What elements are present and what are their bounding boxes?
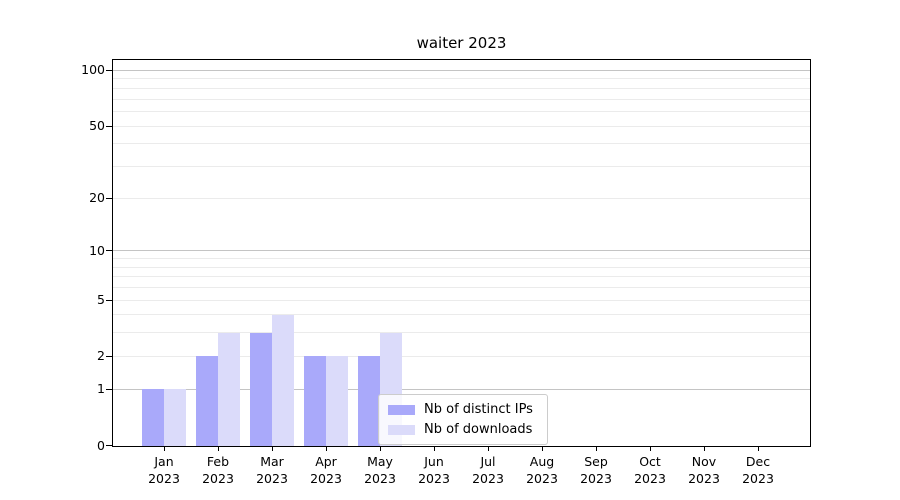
gridline-y-40 — [113, 143, 810, 145]
gridline-y-30 — [113, 166, 810, 168]
gridline-y-80 — [113, 87, 810, 89]
x-tick-jan — [163, 447, 165, 451]
x-tick-label-oct: Oct 2023 — [634, 454, 666, 486]
legend-label-downloads: Nb of downloads — [424, 422, 533, 437]
x-tick-jun — [433, 447, 435, 451]
bar-downloads-jan — [164, 389, 186, 446]
y-tick-label-100: 100 — [81, 62, 105, 78]
x-tick-label-apr: Apr 2023 — [310, 454, 342, 486]
y-tick-0 — [106, 445, 113, 447]
y-tick-10 — [106, 250, 113, 252]
x-tick-label-nov: Nov 2023 — [688, 454, 720, 486]
x-tick-label-may: May 2023 — [364, 454, 396, 486]
gridline-y-2 — [113, 355, 810, 357]
x-tick-label-jan: Jan 2023 — [148, 454, 180, 486]
x-tick-label-feb: Feb 2023 — [202, 454, 234, 486]
x-tick-label-mar: Mar 2023 — [256, 454, 288, 486]
y-tick-1 — [106, 388, 113, 390]
x-tick-label-jun: Jun 2023 — [418, 454, 450, 486]
y-tick-2 — [106, 355, 113, 357]
gridline-y-100 — [113, 69, 810, 71]
y-tick-label-2: 2 — [97, 348, 105, 364]
gridline-y-5 — [113, 299, 810, 301]
y-tick-100 — [106, 69, 113, 71]
gridline-y-1 — [113, 388, 810, 390]
gridline-y-50 — [113, 125, 810, 127]
y-tick-20 — [106, 197, 113, 199]
legend-label-distinct-ips: Nb of distinct IPs — [424, 402, 533, 417]
legend-swatch-downloads — [388, 424, 415, 435]
gridline-y-7 — [113, 276, 810, 278]
gridline-y-9 — [113, 257, 810, 259]
legend: Nb of distinct IPs Nb of downloads — [378, 394, 548, 445]
x-tick-oct — [649, 447, 651, 451]
bar-downloads-feb — [218, 332, 240, 446]
y-tick-label-5: 5 — [97, 292, 105, 308]
y-tick-label-1: 1 — [97, 381, 105, 397]
bar-distinct-ips-may — [358, 356, 380, 446]
gridline-y-20 — [113, 197, 810, 199]
gridline-y-70 — [113, 98, 810, 100]
gridline-y-60 — [113, 110, 810, 112]
gridline-y-8 — [113, 266, 810, 268]
y-tick-label-50: 50 — [89, 118, 105, 134]
gridline-y-6 — [113, 286, 810, 288]
bar-distinct-ips-apr — [304, 356, 326, 446]
x-tick-mar — [271, 447, 273, 451]
gridline-y-3 — [113, 332, 810, 334]
x-tick-label-aug: Aug 2023 — [526, 454, 558, 486]
y-tick-label-0: 0 — [97, 437, 105, 453]
x-tick-aug — [541, 447, 543, 451]
x-tick-dec — [757, 447, 759, 451]
x-tick-label-dec: Dec 2023 — [742, 454, 774, 486]
plot-area: Nb of distinct IPs Nb of downloads — [112, 59, 811, 447]
x-tick-feb — [217, 447, 219, 451]
legend-entry-downloads: Nb of downloads — [388, 421, 533, 438]
bar-downloads-mar — [272, 314, 294, 446]
chart-title: waiter 2023 — [416, 34, 507, 52]
bar-downloads-apr — [326, 356, 348, 446]
y-tick-label-10: 10 — [89, 242, 105, 258]
x-tick-label-jul: Jul 2023 — [472, 454, 504, 486]
x-tick-sep — [595, 447, 597, 451]
bar-distinct-ips-jan — [142, 389, 164, 446]
gridline-y-10 — [113, 250, 810, 252]
legend-swatch-distinct-ips — [388, 404, 415, 415]
y-tick-label-20: 20 — [89, 190, 105, 206]
gridline-y-4 — [113, 314, 810, 316]
legend-entry-distinct-ips: Nb of distinct IPs — [388, 401, 533, 418]
x-tick-jul — [487, 447, 489, 451]
x-tick-may — [379, 447, 381, 451]
bar-distinct-ips-feb — [196, 356, 218, 446]
y-tick-50 — [106, 125, 113, 127]
gridline-y-90 — [113, 78, 810, 80]
x-tick-apr — [325, 447, 327, 451]
y-tick-5 — [106, 299, 113, 301]
bar-distinct-ips-mar — [250, 332, 272, 446]
x-tick-label-sep: Sep 2023 — [580, 454, 612, 486]
x-tick-nov — [703, 447, 705, 451]
